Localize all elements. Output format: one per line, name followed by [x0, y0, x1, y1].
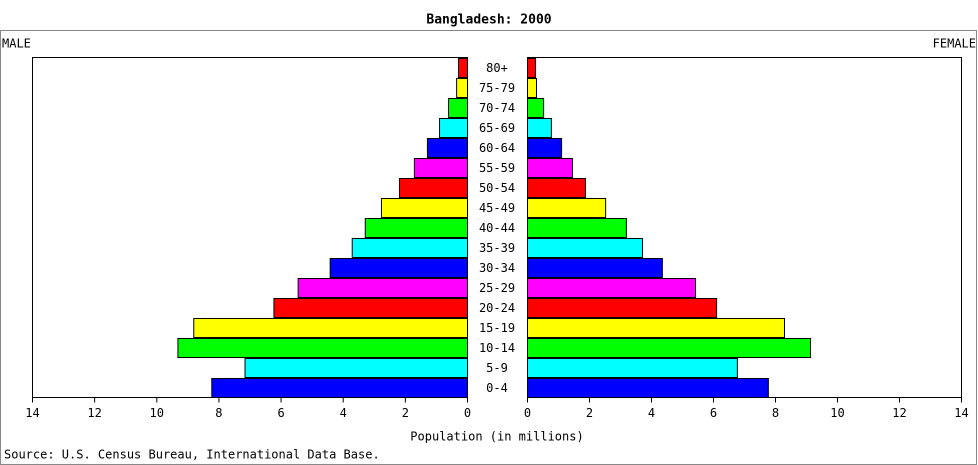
x-tick-label: 8	[215, 406, 222, 420]
bar-male	[329, 258, 468, 278]
bar-female	[527, 318, 785, 338]
x-tick-label: 6	[277, 406, 284, 420]
bar-female	[527, 238, 644, 258]
legend-male: MALE	[2, 37, 31, 51]
bar-female	[527, 378, 769, 398]
legend-female: FEMALE	[933, 37, 976, 51]
bar-female	[527, 338, 812, 358]
bar-female	[527, 158, 573, 178]
x-tick-label: 4	[340, 406, 347, 420]
bar-male	[398, 178, 469, 198]
bar-female	[527, 118, 552, 138]
bar-female	[527, 78, 537, 98]
age-label: 0-4	[486, 381, 508, 395]
bar-female	[527, 218, 627, 238]
x-tick-label: 0	[524, 406, 531, 420]
x-tick-label: 2	[402, 406, 409, 420]
x-tick-label: 14	[25, 406, 39, 420]
bar-male	[193, 318, 468, 338]
bar-female	[527, 358, 738, 378]
x-tick-label: 14	[954, 406, 968, 420]
bar-male	[413, 158, 468, 178]
age-label: 80+	[486, 61, 508, 75]
bar-male	[351, 238, 469, 258]
bar-male	[457, 58, 469, 78]
x-tick-label: 4	[648, 406, 655, 420]
bar-female	[527, 98, 545, 118]
age-label: 15-19	[479, 321, 515, 335]
age-label: 70-74	[479, 101, 515, 115]
bar-male	[426, 138, 468, 158]
source: Source: U.S. Census Bureau, Internationa…	[4, 448, 380, 462]
bar-female	[527, 198, 607, 218]
age-label: 10-14	[479, 341, 515, 355]
age-label: 30-34	[479, 261, 515, 275]
age-label: 5-9	[486, 361, 508, 375]
bar-female	[527, 258, 663, 278]
age-label: 65-69	[479, 121, 515, 135]
age-label: 55-59	[479, 161, 515, 175]
bar-male	[448, 98, 468, 118]
bar-male	[364, 218, 468, 238]
x-tick-label: 2	[586, 406, 593, 420]
plot-box-male	[32, 57, 468, 398]
age-label: 20-24	[479, 301, 515, 315]
age-label: 35-39	[479, 241, 515, 255]
bar-male	[439, 118, 468, 138]
plot-box-female	[527, 57, 962, 398]
bar-male	[456, 78, 468, 98]
bar-male	[211, 378, 468, 398]
x-tick-label: 10	[150, 406, 164, 420]
x-axis-label: Population (in millions)	[410, 430, 583, 444]
bar-male	[244, 358, 468, 378]
x-tick-label: 6	[710, 406, 717, 420]
age-label: 25-29	[479, 281, 515, 295]
bar-female	[527, 58, 537, 78]
age-label: 45-49	[479, 201, 515, 215]
age-label: 75-79	[479, 81, 515, 95]
bar-female	[527, 298, 718, 318]
x-tick-label: 0	[464, 406, 471, 420]
age-label: 60-64	[479, 141, 515, 155]
x-tick-label: 12	[87, 406, 101, 420]
age-label: 40-44	[479, 221, 515, 235]
bar-male	[273, 298, 468, 318]
x-tick-label: 8	[772, 406, 779, 420]
x-tick-label: 10	[830, 406, 844, 420]
bar-female	[527, 178, 586, 198]
bar-male	[380, 198, 468, 218]
age-label: 50-54	[479, 181, 515, 195]
chart-title: Bangladesh: 2000	[426, 13, 551, 28]
bar-male	[297, 278, 468, 298]
bar-female	[527, 138, 563, 158]
x-tick-label: 12	[892, 406, 906, 420]
bar-female	[527, 278, 697, 298]
bar-male	[177, 338, 469, 358]
